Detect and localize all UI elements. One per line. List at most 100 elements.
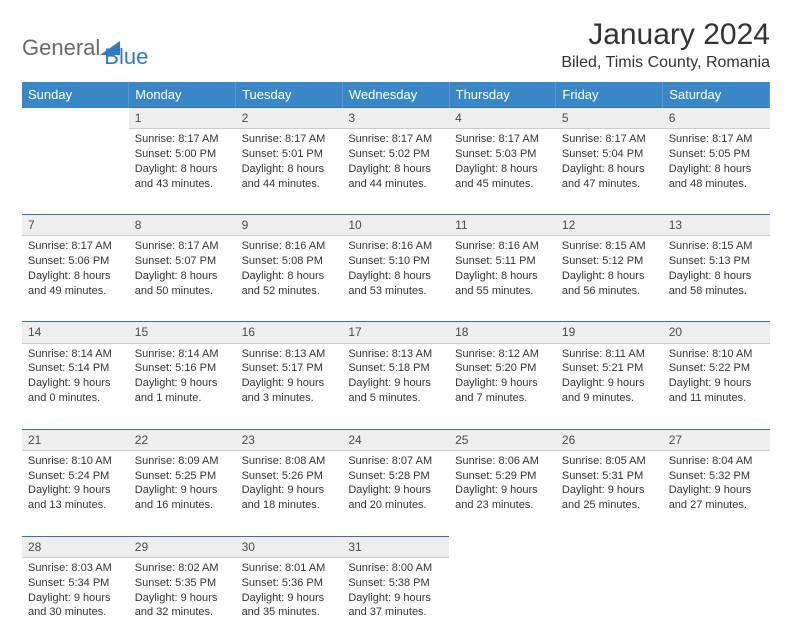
daylight-text: Daylight: 9 hours (455, 483, 550, 498)
sunrise-text: Sunrise: 8:10 AM (669, 347, 764, 362)
sunrise-text: Sunrise: 8:17 AM (135, 239, 230, 254)
daylight-text: Daylight: 9 hours (242, 483, 337, 498)
day-number: 28 (22, 536, 129, 557)
sunset-text: Sunset: 5:03 PM (455, 147, 550, 162)
daylight-text: Daylight: 8 hours (135, 269, 230, 284)
day-cell: Sunrise: 8:16 AMSunset: 5:10 PMDaylight:… (342, 236, 449, 322)
sunset-text: Sunset: 5:17 PM (242, 361, 337, 376)
sunrise-text: Sunrise: 8:07 AM (348, 454, 443, 469)
sunrise-text: Sunrise: 8:09 AM (135, 454, 230, 469)
day-cell: Sunrise: 8:08 AMSunset: 5:26 PMDaylight:… (236, 450, 343, 536)
daylight-text: Daylight: 9 hours (348, 483, 443, 498)
day-number: 9 (236, 215, 343, 236)
day-cell: Sunrise: 8:02 AMSunset: 5:35 PMDaylight:… (129, 557, 236, 643)
sunset-text: Sunset: 5:32 PM (669, 469, 764, 484)
day-number: 8 (129, 215, 236, 236)
sunrise-text: Sunrise: 8:14 AM (135, 347, 230, 362)
daylight-text: Daylight: 9 hours (135, 591, 230, 606)
sunrise-text: Sunrise: 8:08 AM (242, 454, 337, 469)
daynum-row: 123456 (22, 108, 770, 129)
daylight-text: and 37 minutes. (348, 605, 443, 620)
daylight-text: Daylight: 8 hours (562, 162, 657, 177)
daylight-text: and 27 minutes. (669, 498, 764, 513)
day-cell: Sunrise: 8:12 AMSunset: 5:20 PMDaylight:… (449, 343, 556, 429)
sunset-text: Sunset: 5:29 PM (455, 469, 550, 484)
daylight-text: Daylight: 9 hours (669, 483, 764, 498)
daylight-text: Daylight: 9 hours (348, 376, 443, 391)
logo: General Blue (22, 18, 148, 70)
daylight-text: and 0 minutes. (28, 391, 123, 406)
sunrise-text: Sunrise: 8:14 AM (28, 347, 123, 362)
day-cell: Sunrise: 8:13 AMSunset: 5:17 PMDaylight:… (236, 343, 343, 429)
daylight-text: Daylight: 9 hours (562, 376, 657, 391)
daylight-text: Daylight: 8 hours (348, 162, 443, 177)
sunrise-text: Sunrise: 8:11 AM (562, 347, 657, 362)
day-number: 24 (342, 429, 449, 450)
sunset-text: Sunset: 5:18 PM (348, 361, 443, 376)
content-row: Sunrise: 8:03 AMSunset: 5:34 PMDaylight:… (22, 557, 770, 643)
weekday-header: Monday (129, 82, 236, 108)
daylight-text: and 25 minutes. (562, 498, 657, 513)
sunrise-text: Sunrise: 8:05 AM (562, 454, 657, 469)
sunset-text: Sunset: 5:13 PM (669, 254, 764, 269)
sunrise-text: Sunrise: 8:01 AM (242, 561, 337, 576)
sunset-text: Sunset: 5:21 PM (562, 361, 657, 376)
daylight-text: and 56 minutes. (562, 284, 657, 299)
sunrise-text: Sunrise: 8:15 AM (669, 239, 764, 254)
daylight-text: and 44 minutes. (242, 177, 337, 192)
daylight-text: and 20 minutes. (348, 498, 443, 513)
day-number: 3 (342, 108, 449, 129)
day-number: 5 (556, 108, 663, 129)
daylight-text: Daylight: 8 hours (562, 269, 657, 284)
day-number: 7 (22, 215, 129, 236)
sunset-text: Sunset: 5:04 PM (562, 147, 657, 162)
title-block: January 2024 Biled, Timis County, Romani… (561, 18, 770, 78)
weekday-header: Thursday (449, 82, 556, 108)
sunset-text: Sunset: 5:36 PM (242, 576, 337, 591)
weekday-header: Wednesday (342, 82, 449, 108)
day-number: 25 (449, 429, 556, 450)
calendar-table: Sunday Monday Tuesday Wednesday Thursday… (22, 82, 770, 643)
daylight-text: and 16 minutes. (135, 498, 230, 513)
sunset-text: Sunset: 5:31 PM (562, 469, 657, 484)
sunset-text: Sunset: 5:34 PM (28, 576, 123, 591)
daylight-text: and 49 minutes. (28, 284, 123, 299)
day-cell: Sunrise: 8:17 AMSunset: 5:03 PMDaylight:… (449, 129, 556, 215)
sunrise-text: Sunrise: 8:17 AM (28, 239, 123, 254)
day-number: 22 (129, 429, 236, 450)
daylight-text: and 48 minutes. (669, 177, 764, 192)
daylight-text: and 52 minutes. (242, 284, 337, 299)
day-number (663, 536, 770, 557)
weekday-header: Sunday (22, 82, 129, 108)
daylight-text: and 47 minutes. (562, 177, 657, 192)
daylight-text: and 7 minutes. (455, 391, 550, 406)
daynum-row: 78910111213 (22, 215, 770, 236)
day-number: 30 (236, 536, 343, 557)
sunrise-text: Sunrise: 8:04 AM (669, 454, 764, 469)
day-number: 2 (236, 108, 343, 129)
sunset-text: Sunset: 5:07 PM (135, 254, 230, 269)
day-cell: Sunrise: 8:14 AMSunset: 5:14 PMDaylight:… (22, 343, 129, 429)
daylight-text: Daylight: 9 hours (135, 376, 230, 391)
sunset-text: Sunset: 5:14 PM (28, 361, 123, 376)
day-number: 16 (236, 322, 343, 343)
day-cell: Sunrise: 8:15 AMSunset: 5:12 PMDaylight:… (556, 236, 663, 322)
sunset-text: Sunset: 5:01 PM (242, 147, 337, 162)
day-number: 10 (342, 215, 449, 236)
day-number: 11 (449, 215, 556, 236)
sunset-text: Sunset: 5:10 PM (348, 254, 443, 269)
sunset-text: Sunset: 5:38 PM (348, 576, 443, 591)
logo-text-general: General (22, 35, 100, 61)
daylight-text: Daylight: 9 hours (242, 591, 337, 606)
day-number: 15 (129, 322, 236, 343)
daylight-text: and 53 minutes. (348, 284, 443, 299)
day-number: 31 (342, 536, 449, 557)
sunrise-text: Sunrise: 8:16 AM (348, 239, 443, 254)
day-number: 26 (556, 429, 663, 450)
sunset-text: Sunset: 5:06 PM (28, 254, 123, 269)
sunset-text: Sunset: 5:20 PM (455, 361, 550, 376)
daylight-text: and 13 minutes. (28, 498, 123, 513)
daylight-text: and 1 minute. (135, 391, 230, 406)
sunrise-text: Sunrise: 8:15 AM (562, 239, 657, 254)
sunrise-text: Sunrise: 8:17 AM (242, 132, 337, 147)
